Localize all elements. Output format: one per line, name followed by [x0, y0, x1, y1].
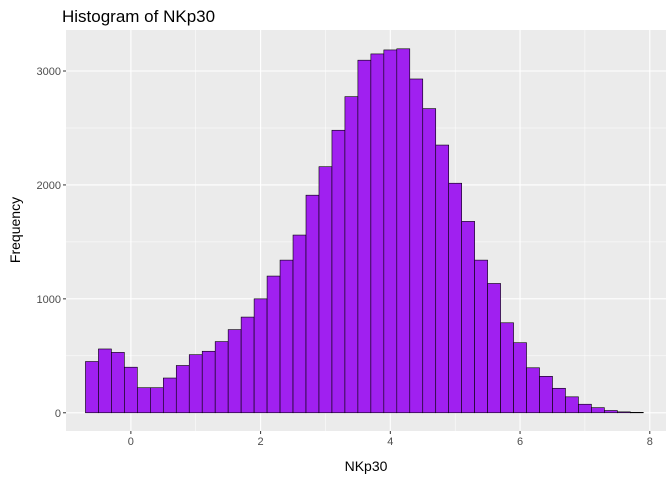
- histogram-bar: [396, 48, 411, 414]
- histogram-bar: [409, 78, 424, 414]
- histogram-bar: [137, 387, 151, 414]
- histogram-bar: [214, 341, 229, 414]
- histogram-bar: [552, 387, 566, 414]
- histogram-bar: [630, 412, 644, 414]
- histogram-bar: [617, 411, 631, 414]
- histogram-bar: [227, 329, 242, 414]
- x-tick-label: 2: [258, 436, 264, 448]
- x-tick-label: 6: [517, 436, 523, 448]
- histogram-bar: [513, 342, 527, 414]
- histogram-bar: [500, 322, 514, 414]
- x-tick-label: 8: [647, 436, 653, 448]
- histogram-bar: [279, 259, 294, 414]
- y-tick-label: 1000: [37, 294, 61, 306]
- histogram-bar: [266, 275, 281, 414]
- histogram-bar: [318, 166, 333, 414]
- histogram-bar: [85, 361, 99, 414]
- histogram-bar: [539, 376, 553, 414]
- histogram-bar: [124, 366, 138, 414]
- histogram-bar: [162, 377, 177, 414]
- histogram-bar: [591, 407, 605, 414]
- histogram-bar: [240, 316, 255, 414]
- histogram-bar: [331, 129, 346, 414]
- histogram-bar: [188, 354, 203, 414]
- histogram-bar: [305, 194, 320, 414]
- histogram-bar: [435, 144, 450, 414]
- histogram-bar: [344, 96, 359, 414]
- histogram-bar: [526, 367, 540, 414]
- histogram-bar: [487, 283, 501, 414]
- histogram-bar: [201, 350, 216, 414]
- histogram-bar: [383, 49, 398, 414]
- histogram-bar: [111, 352, 125, 414]
- histogram-bar: [565, 396, 579, 414]
- histogram-bar: [292, 234, 307, 414]
- y-axis-title: Frequency: [7, 197, 23, 263]
- y-tick-label: 0: [55, 408, 61, 420]
- y-axis-ticks: 0 1000 2000 3000: [37, 66, 66, 420]
- histogram-bar: [370, 53, 385, 414]
- histogram-bar: [150, 387, 164, 414]
- histogram-bar: [461, 221, 475, 414]
- histogram-bar: [474, 259, 488, 414]
- x-axis-ticks: 0 2 4 6 8: [128, 431, 653, 448]
- histogram-bar: [422, 108, 437, 414]
- histogram-bar: [253, 298, 268, 414]
- histogram-bar: [448, 182, 462, 414]
- y-tick-label: 3000: [37, 66, 61, 78]
- histogram-bar: [98, 348, 112, 414]
- histogram-bar: [175, 365, 190, 414]
- y-tick-label: 2000: [37, 180, 61, 192]
- x-axis-title: NKp30: [345, 458, 388, 474]
- histogram-bar: [604, 410, 618, 414]
- x-tick-label: 4: [387, 436, 393, 448]
- histogram-bar: [357, 59, 372, 414]
- chart-title: Histogram of NKp30: [62, 7, 215, 26]
- histogram-bar: [578, 403, 592, 414]
- histogram-bars: [85, 48, 644, 414]
- x-tick-label: 0: [128, 436, 134, 448]
